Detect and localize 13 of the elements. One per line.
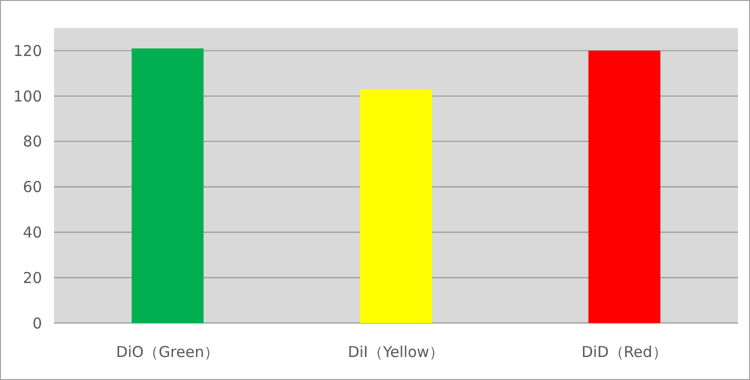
y-tick-label: 0 [32,314,42,332]
y-tick-label: 40 [22,223,42,242]
bar [360,89,432,323]
x-tick-label: DiO（Green） [116,343,220,361]
x-tick-label: DiI（Yellow） [348,343,444,361]
bar [588,50,660,323]
y-tick-label: 80 [22,132,42,151]
y-tick-label: 100 [13,87,42,106]
y-tick-label: 120 [13,42,42,60]
x-tick-label: DiD（Red） [581,343,668,361]
y-tick-label: 20 [22,268,42,287]
bar [132,48,204,323]
y-tick-label: 60 [22,178,42,196]
